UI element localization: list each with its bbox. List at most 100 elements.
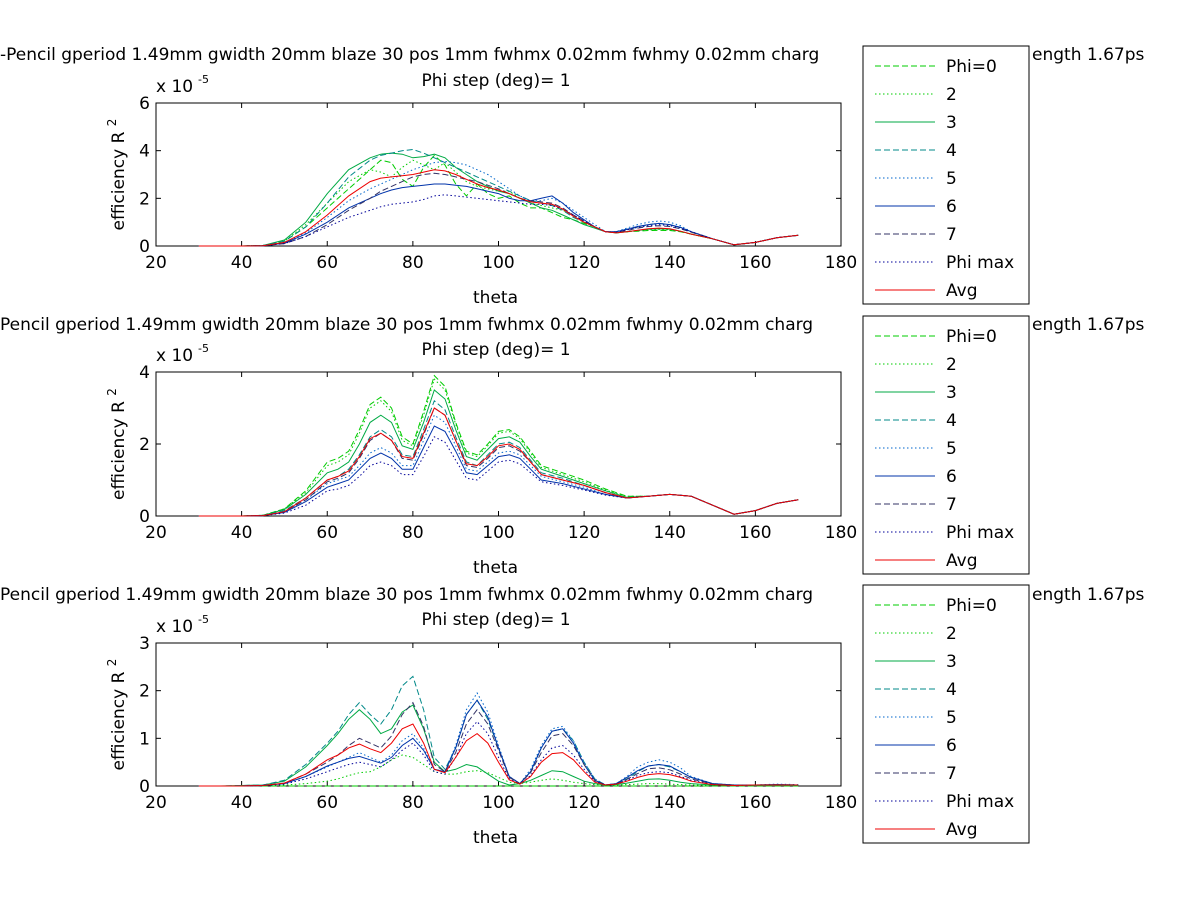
x-tick-label: 60	[316, 523, 338, 543]
y-multiplier: x 10	[156, 77, 193, 97]
x-axis-label: theta	[473, 288, 518, 308]
chart-subtitle: Phi step (deg)= 1	[421, 610, 570, 630]
y-tick-label: 4	[139, 363, 150, 383]
series-line-3	[198, 152, 799, 247]
legend-entry-label: 5	[946, 708, 957, 728]
y-tick-label: 2	[139, 682, 150, 702]
y-tick-label: 0	[139, 507, 150, 527]
y-axis-label: efficiency R 2	[105, 388, 129, 500]
series-line-2	[198, 378, 799, 517]
y-axis-label-superscript: 2	[105, 119, 119, 127]
series-line-5	[198, 692, 799, 787]
series-line-9	[198, 723, 799, 787]
chart-panel-2: Pencil gperiod 1.49mm gwidth 20mm blaze …	[0, 315, 1145, 578]
legend-entry-label: 7	[946, 225, 957, 245]
chart-panel-3: Pencil gperiod 1.49mm gwidth 20mm blaze …	[0, 584, 1145, 848]
y-axis-label: efficiency R 2	[105, 659, 129, 771]
x-tick-label: 60	[316, 253, 338, 273]
legend-entry-label: 3	[946, 113, 957, 133]
series-line-7	[198, 172, 799, 247]
legend-entry-label: 6	[946, 467, 957, 487]
chart-title-tail: ength 1.67ps	[1032, 315, 1145, 335]
x-tick-label: 40	[231, 523, 253, 543]
x-tick-label: 20	[145, 253, 167, 273]
axes-box	[155, 102, 842, 247]
x-tick-label: 40	[231, 253, 253, 273]
legend-entry-label: 4	[946, 411, 957, 431]
legend-entry-label: 3	[946, 652, 957, 672]
y-multiplier: x 10	[156, 617, 193, 637]
y-tick-label: 0	[139, 237, 150, 257]
series-line-6	[198, 183, 799, 247]
axes-box	[155, 642, 842, 787]
legend-entry-label: Phi=0	[946, 596, 997, 616]
x-tick-label: 100	[482, 523, 514, 543]
chart-title-tail: ength 1.67ps	[1032, 585, 1145, 605]
y-axis-label: efficiency R 2	[105, 119, 129, 231]
legend-entry-label: 5	[946, 169, 957, 189]
chart-title: Pencil gperiod 1.49mm gwidth 20mm blaze …	[0, 585, 813, 605]
legend-entry-label: Phi max	[946, 792, 1014, 812]
legend-entry-label: 2	[946, 355, 957, 375]
legend-entry-label: Phi max	[946, 523, 1014, 543]
y-multiplier-exponent: -5	[198, 613, 209, 626]
chart-title-tail: ength 1.67ps	[1032, 45, 1145, 65]
x-tick-label: 160	[739, 523, 771, 543]
y-multiplier: x 10	[156, 346, 193, 366]
legend-entry-label: Avg	[946, 281, 978, 301]
legend-entry-label: 7	[946, 764, 957, 784]
series-line-9	[198, 169, 799, 247]
series-line-4	[198, 148, 799, 247]
y-multiplier-exponent: -5	[198, 73, 209, 86]
x-tick-label: 60	[316, 793, 338, 813]
series-line-7	[198, 701, 799, 787]
series-line-8	[198, 436, 799, 517]
legend-entry-label: Avg	[946, 551, 978, 571]
legend-entry-label: 7	[946, 495, 957, 515]
series-line-6	[198, 425, 799, 517]
legend-entry-label: 4	[946, 680, 957, 700]
legend-entry-label: 6	[946, 736, 957, 756]
x-axis-label: theta	[473, 828, 518, 848]
legend-box	[862, 45, 1030, 305]
series-line-2	[198, 159, 799, 247]
legend: Phi=0 2 3 4 5 6 7 Phi max Avg	[862, 584, 1030, 844]
series-line-3	[198, 704, 799, 787]
chart-subtitle: Phi step (deg)= 1	[421, 340, 570, 360]
series-line-4	[198, 399, 799, 517]
legend-box	[862, 315, 1030, 575]
series-line-4	[198, 675, 799, 787]
y-tick-label: 2	[139, 189, 150, 209]
x-axis-label: theta	[473, 558, 518, 578]
x-tick-label: 120	[568, 523, 600, 543]
y-tick-label: 2	[139, 435, 150, 455]
legend-entry-label: Avg	[946, 820, 978, 840]
series-line-5	[198, 414, 799, 517]
legend-entry-label: Phi max	[946, 253, 1014, 273]
legend-entry-label: 5	[946, 439, 957, 459]
legend-entry-label: 2	[946, 85, 957, 105]
y-tick-label: 6	[139, 94, 150, 114]
legend-entry-label: Phi=0	[946, 327, 997, 347]
y-axis-label-superscript: 2	[105, 659, 119, 667]
x-tick-label: 40	[231, 793, 253, 813]
axes-box	[155, 371, 842, 517]
x-tick-label: 20	[145, 523, 167, 543]
x-tick-label: 80	[402, 793, 424, 813]
series-line-6	[198, 699, 799, 787]
legend-entry-label: 4	[946, 141, 957, 161]
x-tick-label: 20	[145, 793, 167, 813]
y-axis-label-superscript: 2	[105, 388, 119, 396]
x-tick-label: 140	[654, 793, 686, 813]
x-tick-label: 100	[482, 253, 514, 273]
y-tick-label: 0	[139, 777, 150, 797]
series-line-5	[198, 160, 799, 247]
legend-entry-label: 6	[946, 197, 957, 217]
chart-title: Pencil gperiod 1.49mm gwidth 20mm blaze …	[0, 315, 813, 335]
chart-panel-1: -Pencil gperiod 1.49mm gwidth 20mm blaze…	[0, 45, 1145, 308]
x-tick-label: 80	[402, 523, 424, 543]
legend-entry-label: Phi=0	[946, 57, 997, 77]
chart-title: -Pencil gperiod 1.49mm gwidth 20mm blaze…	[0, 45, 819, 65]
